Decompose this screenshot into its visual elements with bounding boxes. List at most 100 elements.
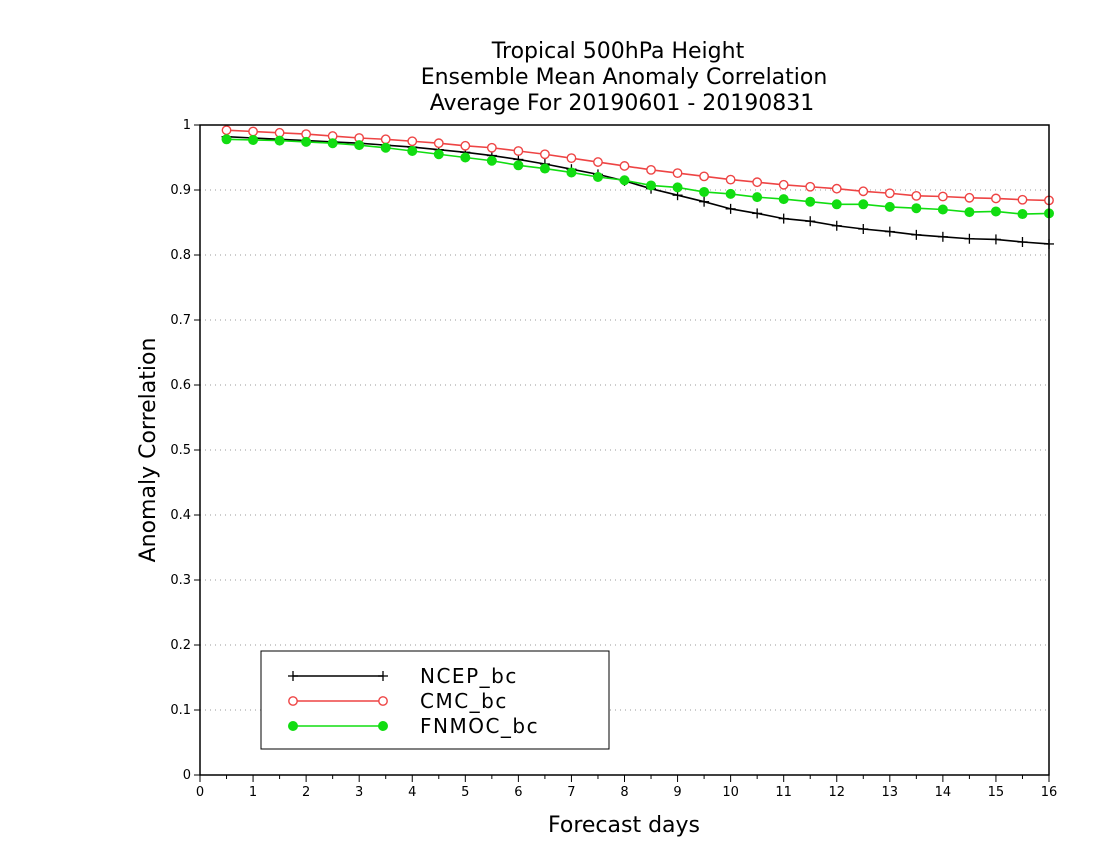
data-point (592, 172, 603, 182)
grid-lines (200, 189, 1049, 711)
x-tick-label: 16 (1041, 785, 1058, 800)
data-point (433, 138, 444, 149)
data-point (911, 203, 922, 214)
data-point (725, 203, 736, 214)
data-point (964, 192, 975, 203)
y-tick-label: 0 (183, 768, 191, 783)
x-axis-label: Forecast days (548, 813, 700, 838)
data-point (378, 671, 388, 681)
data-point (221, 125, 232, 136)
data-point (778, 179, 789, 190)
data-point (990, 234, 1001, 245)
x-tick-label: 15 (988, 785, 1005, 800)
data-point (540, 149, 550, 160)
data-point (964, 207, 975, 218)
data-point (486, 155, 497, 166)
data-point (805, 216, 816, 227)
y-tick-label: 0.4 (170, 508, 191, 523)
data-point (486, 142, 497, 153)
data-point (593, 157, 603, 167)
data-point (513, 160, 524, 171)
data-point (858, 199, 869, 210)
legend-box (260, 650, 610, 750)
x-tick-label: 2 (302, 785, 310, 800)
data-point (752, 192, 763, 203)
data-point (646, 180, 657, 191)
x-tick-label: 11 (775, 785, 792, 800)
data-point (380, 142, 391, 153)
title-line-3: Average For 20190601 - 20190831 (430, 91, 815, 116)
data-point (831, 199, 842, 210)
data-point (380, 134, 391, 145)
data-point (752, 208, 763, 219)
data-point (354, 140, 365, 151)
data-point (327, 138, 338, 149)
data-point (646, 164, 656, 175)
x-tick-label: 10 (722, 785, 739, 800)
data-point (964, 233, 975, 244)
data-point (433, 149, 444, 160)
x-tick-label: 12 (828, 785, 845, 800)
x-tick-label: 0 (196, 785, 204, 800)
data-point (831, 220, 842, 231)
data-point (566, 167, 577, 178)
data-point (672, 168, 683, 179)
data-point (221, 134, 232, 145)
data-point (460, 140, 471, 151)
data-point (778, 213, 789, 224)
data-point (619, 175, 630, 186)
legend-entry: CMC_bc (288, 689, 506, 713)
data-point (884, 201, 895, 212)
series-layer (221, 125, 1054, 249)
y-tick-label: 0.7 (170, 313, 191, 328)
data-point (248, 126, 258, 137)
x-tick-label: 14 (935, 785, 952, 800)
data-point (752, 177, 763, 188)
data-point (884, 226, 895, 237)
data-point (407, 146, 418, 156)
x-tick-label: 13 (882, 785, 899, 800)
y-axis-label: Anomaly Correlation (136, 338, 161, 563)
data-point (831, 183, 842, 194)
data-point (1017, 237, 1028, 247)
x-tick-label: 6 (514, 785, 522, 800)
data-point (1017, 194, 1028, 205)
title-line-2: Ensemble Mean Anomaly Correlation (421, 65, 828, 90)
data-point (991, 193, 1001, 204)
x-tick-label: 7 (567, 785, 575, 800)
legend-entry: NCEP_bc (288, 664, 516, 688)
data-point (248, 134, 259, 145)
data-point (378, 696, 388, 706)
data-point (937, 204, 948, 215)
data-point (699, 171, 709, 182)
data-point (805, 196, 816, 207)
data-point (274, 135, 285, 146)
series-line (226, 138, 1050, 215)
data-point (1017, 209, 1028, 220)
title-line-1: Tropical 500hPa Height (491, 39, 745, 64)
data-point (858, 224, 869, 234)
data-point (460, 152, 471, 163)
data-point (619, 161, 630, 171)
data-point (288, 721, 298, 731)
data-point (725, 174, 736, 185)
data-point (539, 163, 550, 174)
y-tick-label: 1 (183, 118, 191, 133)
x-tick-label: 3 (355, 785, 363, 800)
data-point (990, 206, 1001, 217)
data-point (513, 146, 524, 156)
y-tick-label: 0.9 (170, 183, 191, 198)
y-tick-label: 0.6 (170, 378, 191, 393)
y-tick-label: 0.1 (170, 703, 191, 718)
x-tick-label: 1 (249, 785, 257, 800)
data-point (884, 188, 895, 199)
x-tick-label: 5 (461, 785, 469, 800)
data-point (378, 721, 388, 731)
data-point (672, 182, 683, 193)
data-point (937, 231, 948, 242)
series-ncep-bc (221, 131, 1054, 249)
y-tick-label: 0.3 (170, 573, 191, 588)
data-point (805, 181, 816, 192)
